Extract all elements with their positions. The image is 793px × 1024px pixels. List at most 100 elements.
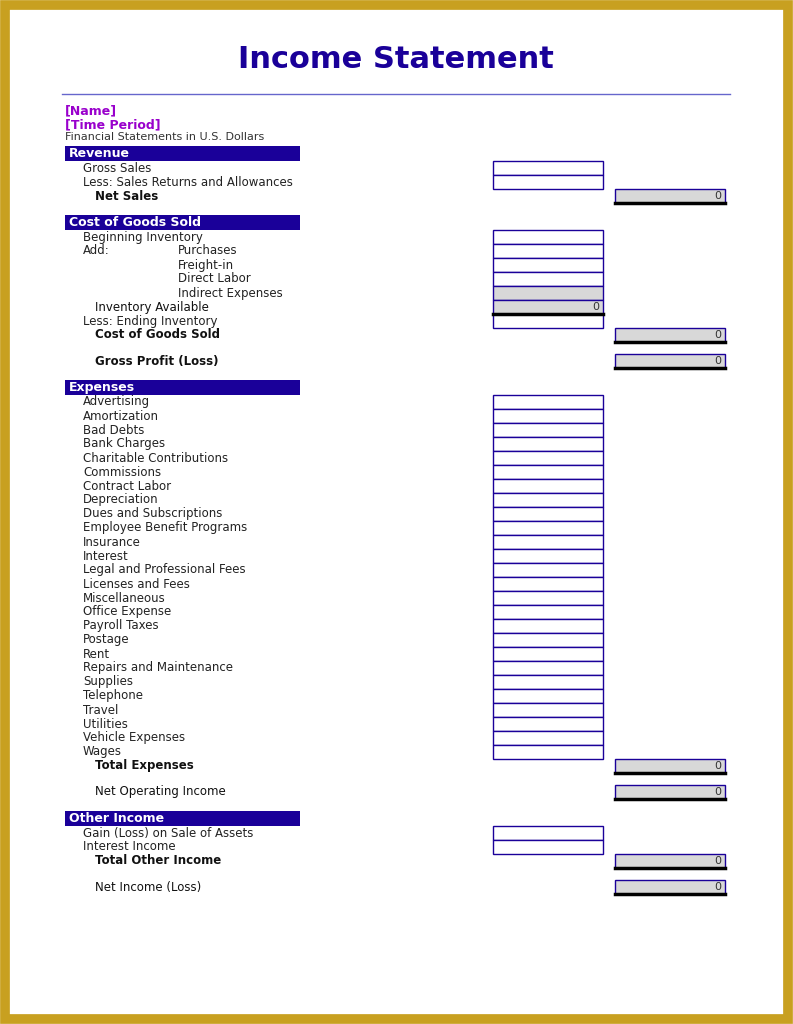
- Text: Telephone: Telephone: [83, 689, 143, 702]
- Bar: [615, 759, 725, 773]
- Text: Gain (Loss) on Sale of Assets: Gain (Loss) on Sale of Assets: [83, 826, 254, 840]
- Text: Financial Statements in U.S. Dollars: Financial Statements in U.S. Dollars: [65, 132, 264, 142]
- Bar: [493, 826, 603, 840]
- Bar: [615, 189, 725, 203]
- Text: Depreciation: Depreciation: [83, 494, 159, 507]
- Bar: [65, 215, 300, 230]
- Bar: [493, 577, 603, 591]
- Bar: [493, 521, 603, 535]
- Text: Payroll Taxes: Payroll Taxes: [83, 620, 159, 633]
- Text: Vehicle Expenses: Vehicle Expenses: [83, 731, 185, 744]
- Bar: [493, 647, 603, 662]
- Text: 0: 0: [592, 302, 599, 312]
- Bar: [493, 675, 603, 689]
- Bar: [493, 618, 603, 633]
- Bar: [493, 535, 603, 549]
- Text: Net Income (Loss): Net Income (Loss): [95, 881, 201, 894]
- Bar: [493, 662, 603, 675]
- Text: Revenue: Revenue: [69, 147, 130, 160]
- Text: Advertising: Advertising: [83, 395, 150, 409]
- Text: Net Operating Income: Net Operating Income: [95, 785, 226, 799]
- Text: Postage: Postage: [83, 634, 129, 646]
- Text: Indirect Expenses: Indirect Expenses: [178, 287, 283, 299]
- Text: Rent: Rent: [83, 647, 110, 660]
- Bar: [493, 493, 603, 507]
- Text: 0: 0: [714, 787, 721, 797]
- Text: Bank Charges: Bank Charges: [83, 437, 165, 451]
- Bar: [493, 605, 603, 618]
- Bar: [493, 272, 603, 286]
- Bar: [493, 437, 603, 451]
- Text: Total Expenses: Total Expenses: [95, 760, 193, 772]
- Text: Contract Labor: Contract Labor: [83, 479, 171, 493]
- Bar: [493, 161, 603, 175]
- Text: Insurance: Insurance: [83, 536, 141, 549]
- Text: Beginning Inventory: Beginning Inventory: [83, 230, 203, 244]
- Text: Utilities: Utilities: [83, 718, 128, 730]
- Text: 0: 0: [714, 761, 721, 771]
- Bar: [493, 423, 603, 437]
- Bar: [615, 354, 725, 368]
- Text: Office Expense: Office Expense: [83, 605, 171, 618]
- Text: Add:: Add:: [83, 245, 109, 257]
- Bar: [615, 785, 725, 799]
- Bar: [65, 146, 300, 161]
- Text: Miscellaneous: Miscellaneous: [83, 592, 166, 604]
- Bar: [493, 731, 603, 745]
- Bar: [493, 745, 603, 759]
- Text: Gross Sales: Gross Sales: [83, 162, 151, 174]
- Text: Gross Profit (Loss): Gross Profit (Loss): [95, 354, 219, 368]
- Bar: [615, 854, 725, 868]
- Text: Employee Benefit Programs: Employee Benefit Programs: [83, 521, 247, 535]
- Text: Supplies: Supplies: [83, 676, 133, 688]
- Text: Direct Labor: Direct Labor: [178, 272, 251, 286]
- Bar: [493, 591, 603, 605]
- Bar: [493, 451, 603, 465]
- Text: Charitable Contributions: Charitable Contributions: [83, 452, 228, 465]
- Text: Dues and Subscriptions: Dues and Subscriptions: [83, 508, 222, 520]
- Text: Net Sales: Net Sales: [95, 189, 159, 203]
- Text: 0: 0: [714, 330, 721, 340]
- Text: Other Income: Other Income: [69, 812, 164, 825]
- Text: 0: 0: [714, 191, 721, 201]
- Bar: [493, 258, 603, 272]
- Text: Inventory Available: Inventory Available: [95, 300, 209, 313]
- Text: Less: Sales Returns and Allowances: Less: Sales Returns and Allowances: [83, 175, 293, 188]
- Text: Legal and Professional Fees: Legal and Professional Fees: [83, 563, 246, 577]
- Text: Purchases: Purchases: [178, 245, 238, 257]
- Text: Wages: Wages: [83, 745, 122, 759]
- Bar: [493, 286, 603, 300]
- Bar: [493, 507, 603, 521]
- Bar: [493, 703, 603, 717]
- Bar: [493, 717, 603, 731]
- Bar: [493, 479, 603, 493]
- Text: 0: 0: [714, 356, 721, 366]
- Text: Interest: Interest: [83, 550, 128, 562]
- Text: Less: Ending Inventory: Less: Ending Inventory: [83, 314, 217, 328]
- Bar: [65, 811, 300, 826]
- Bar: [493, 244, 603, 258]
- Text: Repairs and Maintenance: Repairs and Maintenance: [83, 662, 233, 675]
- Text: Amortization: Amortization: [83, 410, 159, 423]
- Bar: [493, 840, 603, 854]
- Text: Licenses and Fees: Licenses and Fees: [83, 578, 190, 591]
- Text: Expenses: Expenses: [69, 381, 135, 394]
- Bar: [615, 328, 725, 342]
- Bar: [493, 395, 603, 409]
- Bar: [493, 549, 603, 563]
- Text: [Name]: [Name]: [65, 104, 117, 117]
- Bar: [493, 230, 603, 244]
- Text: Cost of Goods Sold: Cost of Goods Sold: [69, 216, 201, 229]
- Bar: [615, 880, 725, 894]
- Text: Cost of Goods Sold: Cost of Goods Sold: [95, 329, 220, 341]
- Bar: [493, 465, 603, 479]
- Bar: [493, 689, 603, 703]
- Text: Total Other Income: Total Other Income: [95, 854, 221, 867]
- Text: 0: 0: [714, 882, 721, 892]
- Bar: [493, 314, 603, 328]
- Bar: [493, 409, 603, 423]
- Bar: [493, 300, 603, 314]
- Text: Interest Income: Interest Income: [83, 841, 175, 853]
- Text: Commissions: Commissions: [83, 466, 161, 478]
- Text: Income Statement: Income Statement: [238, 44, 554, 74]
